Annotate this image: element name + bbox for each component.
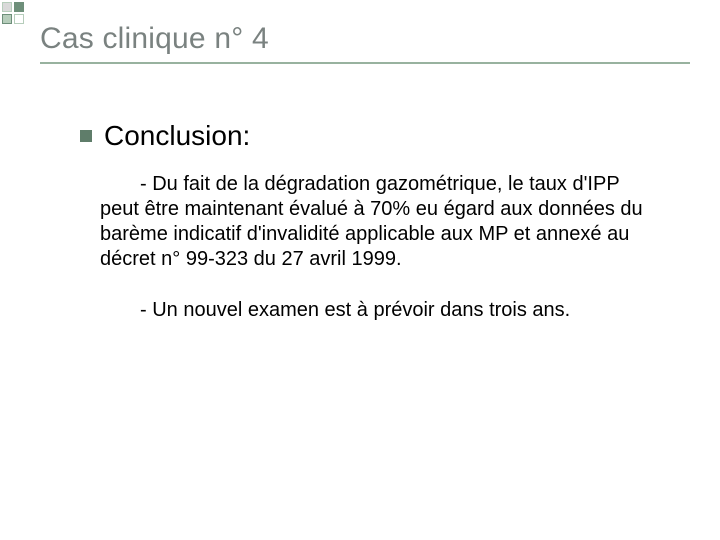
- square-bullet-icon: [80, 130, 92, 142]
- section-heading: Conclusion:: [104, 120, 250, 152]
- paragraph-2-text: - Un nouvel examen est à prévoir dans tr…: [140, 299, 570, 321]
- deco-square-2: [14, 2, 24, 12]
- deco-square-4: [14, 14, 24, 24]
- heading-row: Conclusion:: [80, 120, 660, 152]
- slide-title: Cas clinique n° 4: [40, 22, 690, 56]
- paragraph-1: - Du fait de la dégradation gazométrique…: [100, 172, 660, 272]
- deco-square-1: [2, 2, 12, 12]
- corner-decoration: [0, 0, 26, 26]
- title-region: Cas clinique n° 4: [40, 22, 690, 64]
- paragraph-2: - Un nouvel examen est à prévoir dans tr…: [100, 298, 660, 323]
- content-region: Conclusion: - Du fait de la dégradation …: [80, 120, 660, 349]
- title-underline: [40, 62, 690, 64]
- paragraph-1-text: - Du fait de la dégradation gazométrique…: [100, 173, 643, 270]
- deco-square-3: [2, 14, 12, 24]
